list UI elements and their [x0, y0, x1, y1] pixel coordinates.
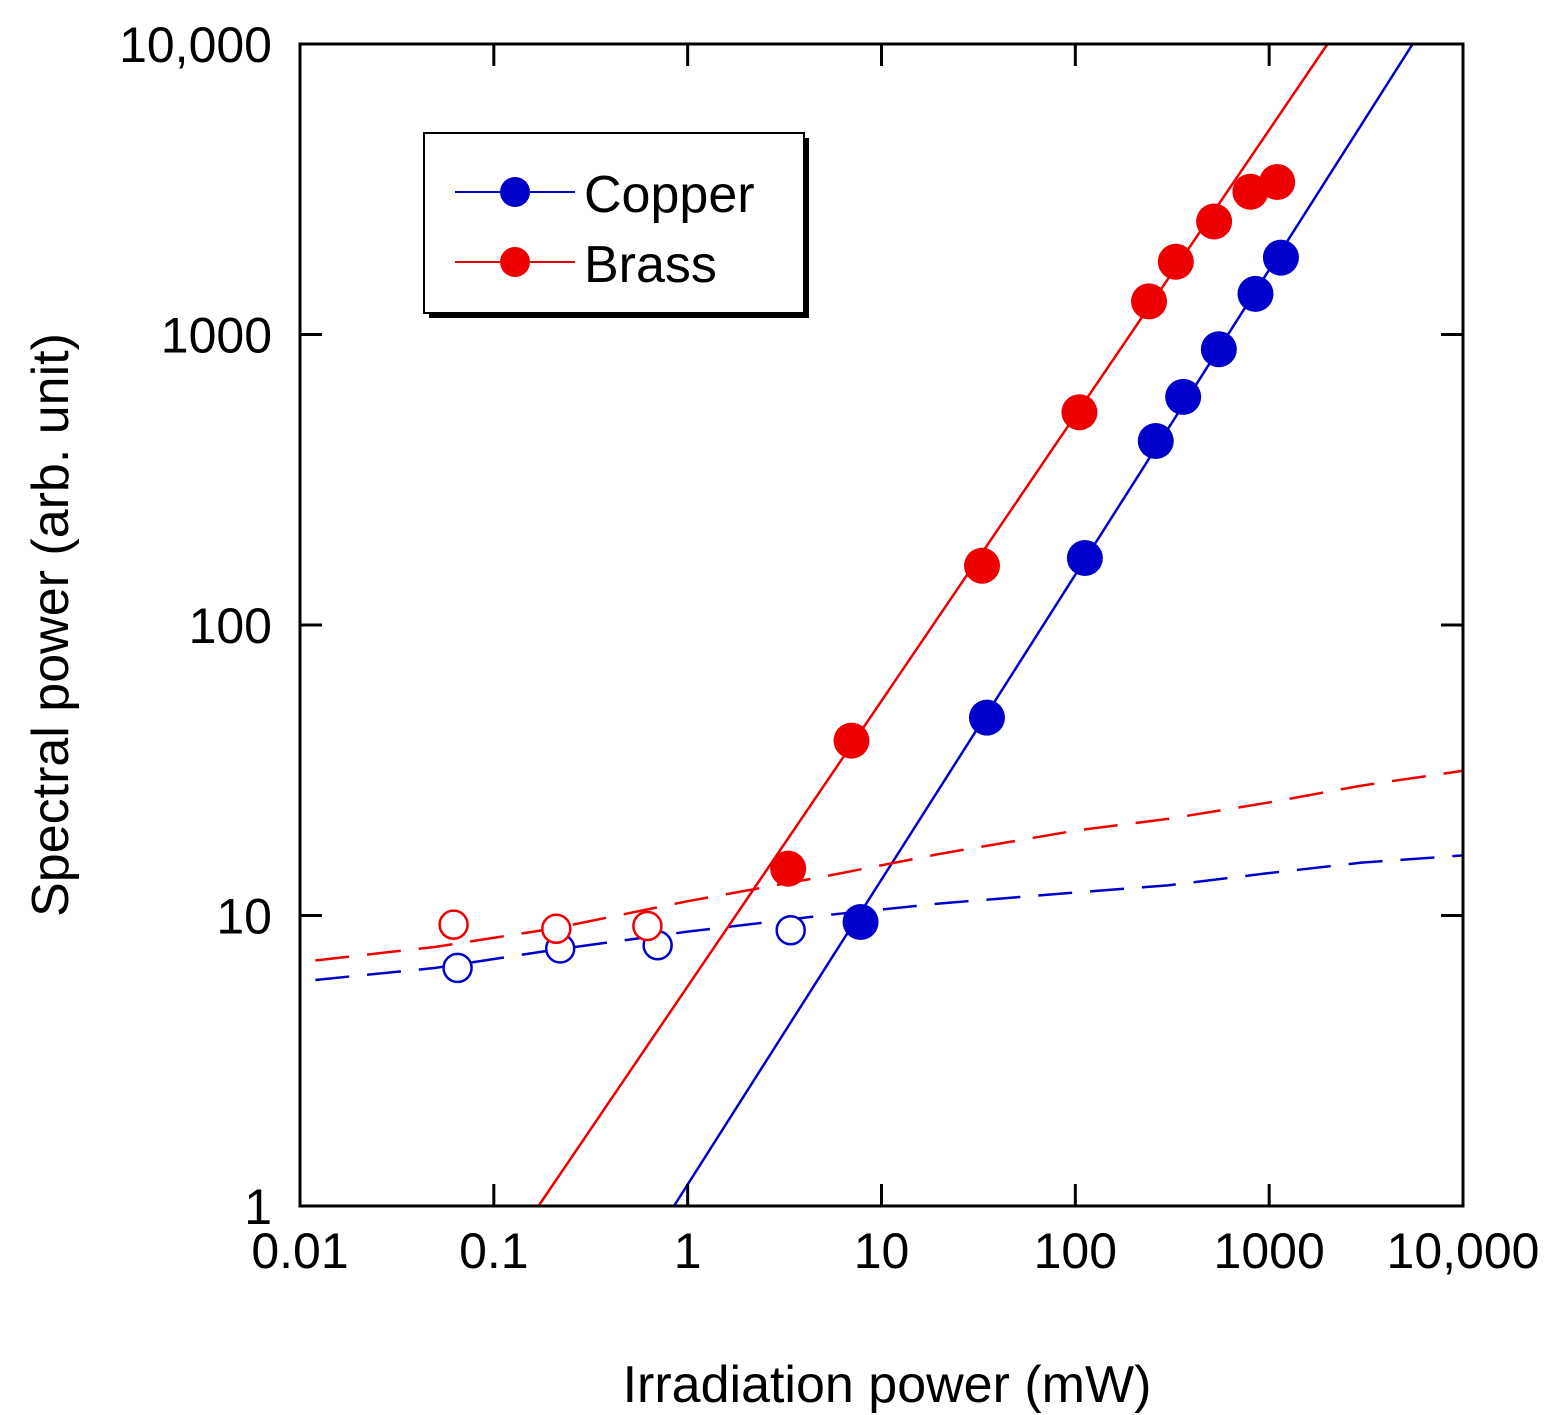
legend-box [423, 132, 805, 314]
x-tick-label: 100 [1034, 1223, 1117, 1279]
brass-data-point [1131, 283, 1168, 320]
y-tick-label: 10,000 [119, 17, 272, 73]
legend-copper-label: Copper [584, 166, 755, 224]
brass-dashed-line [315, 769, 1464, 962]
brass-data-point [833, 722, 870, 759]
copper-open-point [442, 952, 473, 984]
copper-data-point [1200, 331, 1237, 368]
x-tick-label: 1000 [1214, 1223, 1325, 1279]
brass-data-point [770, 850, 807, 887]
copper-data-point [842, 903, 879, 940]
x-axis-ticks: 0.01 0.1 1 10 100 1000 10,000 [251, 44, 1539, 1279]
legend-entry-copper: Copper [455, 166, 755, 224]
x-tick-label: 0.01 [251, 1223, 348, 1279]
brass-data-point [1061, 394, 1098, 431]
legend: Copper Brass [423, 132, 809, 318]
copper-data-point [1165, 378, 1202, 415]
brass-open-point [438, 909, 469, 940]
x-axis-label: Irradiation power (mW) [623, 1356, 1152, 1414]
x-tick-label: 0.1 [459, 1223, 529, 1279]
copper-data-point [1137, 422, 1174, 459]
copper-data-point [1066, 540, 1103, 577]
y-tick-label: 100 [189, 598, 272, 654]
y-tick-label: 1000 [161, 308, 272, 364]
brass-data-point [1196, 203, 1233, 240]
copper-fit-line [672, 43, 1414, 1207]
legend-brass-label: Brass [584, 236, 717, 294]
brass-data-point [1157, 243, 1194, 280]
copper-dashed-line [315, 854, 1464, 982]
copper-data-point [1262, 239, 1299, 276]
copper-data-point [1237, 275, 1274, 312]
copper-open-point [775, 914, 806, 946]
copper-data-point [968, 699, 1005, 736]
brass-open-point [541, 913, 572, 945]
x-tick-label: 10 [854, 1223, 910, 1279]
legend-entry-brass: Brass [455, 236, 717, 294]
x-tick-label: 10,000 [1387, 1223, 1540, 1279]
x-tick-label: 1 [674, 1223, 702, 1279]
brass-open-point [632, 910, 663, 942]
brass-fit-line [537, 43, 1329, 1207]
brass-data-point [1259, 163, 1296, 200]
legend-brass-marker [500, 247, 530, 277]
y-tick-label: 10 [216, 889, 272, 945]
y-axis-ticks: 1 10 100 1000 10,000 [119, 17, 1463, 1235]
y-tick-label: 1 [244, 1179, 272, 1235]
plot-points [438, 163, 1299, 984]
y-axis-label: Spectral power (arb. unit) [22, 333, 80, 917]
legend-copper-marker [500, 177, 530, 207]
brass-data-point [964, 547, 1001, 584]
plot-lines [315, 43, 1464, 1207]
